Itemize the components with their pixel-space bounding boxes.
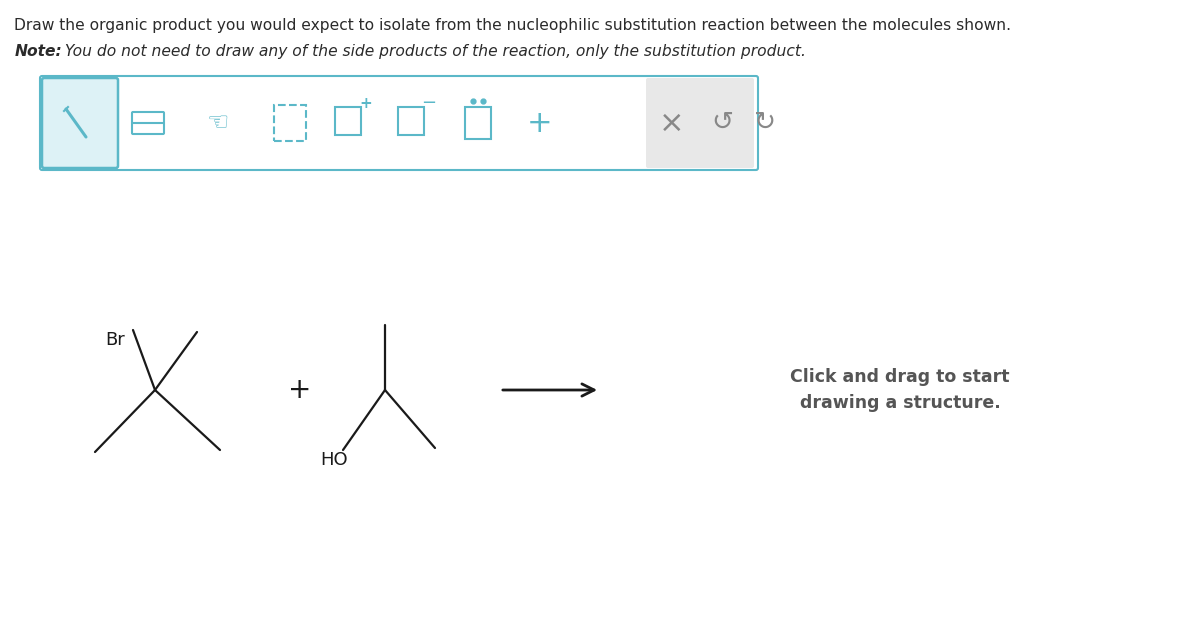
Text: +: + (360, 96, 372, 110)
Text: ×: × (659, 108, 685, 138)
FancyBboxPatch shape (40, 76, 758, 170)
Text: You do not need to draw any of the side products of the reaction, only the subst: You do not need to draw any of the side … (60, 44, 806, 59)
Text: ↻: ↻ (754, 110, 776, 136)
Bar (335, 107, 361, 135)
Bar (274, 105, 306, 141)
Text: +: + (288, 376, 312, 404)
Text: Note:: Note: (14, 44, 62, 59)
Text: +: + (527, 108, 553, 138)
Text: Draw the organic product you would expect to isolate from the nucleophilic subst: Draw the organic product you would expec… (14, 18, 1012, 33)
Text: ☜: ☜ (206, 111, 229, 135)
Bar (398, 107, 424, 135)
Bar (466, 107, 491, 139)
FancyBboxPatch shape (646, 78, 754, 168)
Text: HO: HO (320, 451, 348, 469)
Text: Br: Br (106, 331, 125, 349)
Text: Click and drag to start
drawing a structure.: Click and drag to start drawing a struct… (791, 368, 1009, 412)
Text: ↺: ↺ (710, 110, 733, 136)
Text: −: − (421, 94, 437, 112)
FancyBboxPatch shape (42, 78, 118, 168)
